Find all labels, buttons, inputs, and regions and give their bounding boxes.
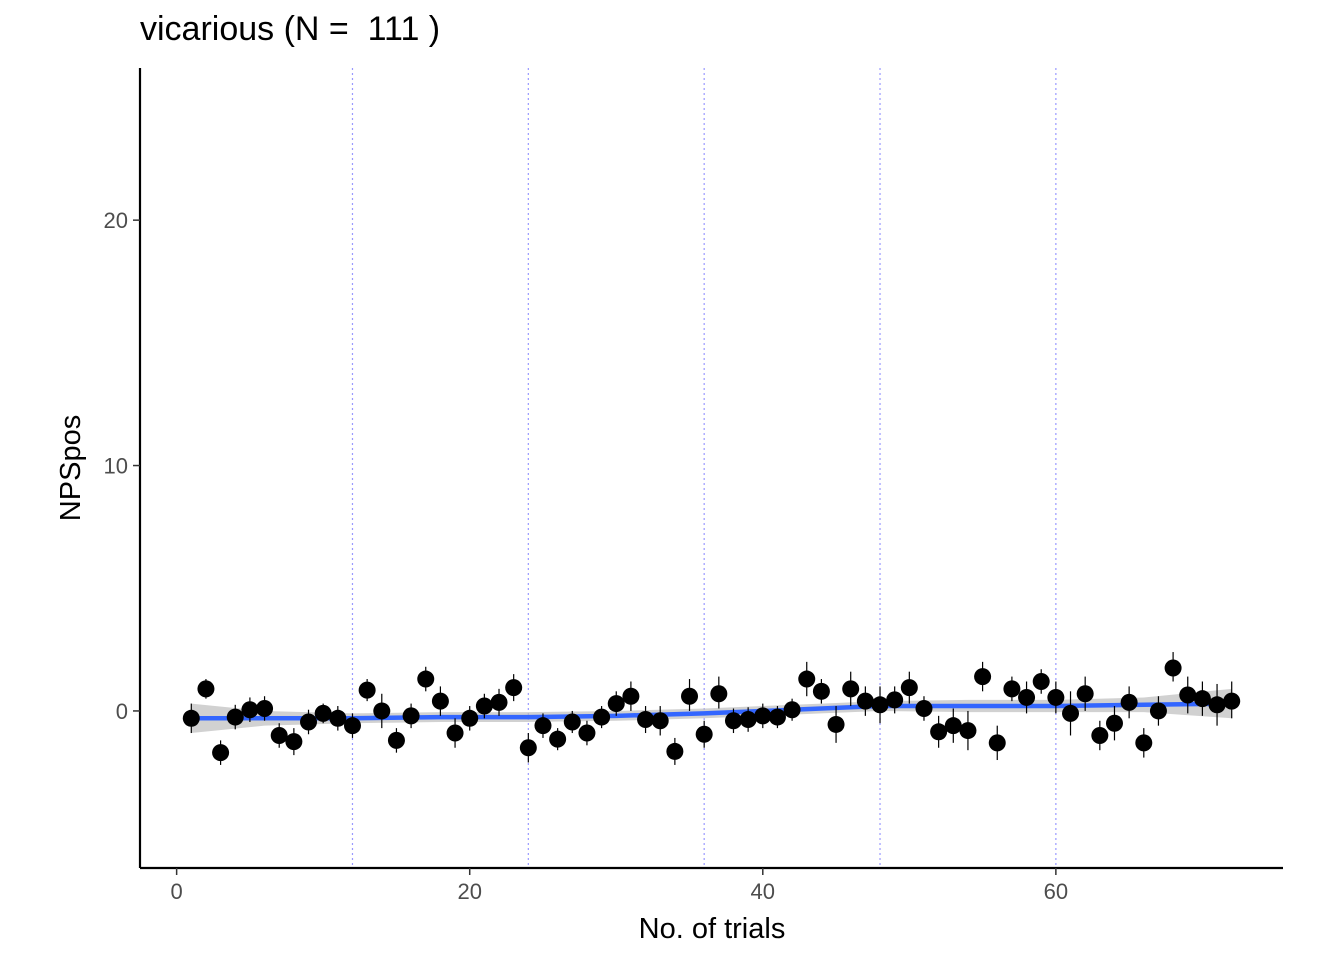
data-point [988,734,1006,752]
data-point [1047,688,1065,706]
data-point [768,708,786,726]
data-point [695,725,713,743]
data-point [710,685,728,703]
data-point [329,709,347,727]
data-point [431,692,449,710]
data-point [241,701,259,719]
data-point [417,670,435,688]
data-point [534,717,552,735]
data-point [314,704,332,722]
data-point [666,742,684,760]
data-point [343,717,361,735]
data-point [886,691,904,709]
data-point [681,687,699,705]
data-point [1091,726,1109,744]
y-tick-label: 0 [116,699,128,724]
data-point [842,680,860,698]
data-point [549,730,567,748]
data-point [1062,704,1080,722]
data-point [1179,686,1197,704]
x-tick-label: 20 [457,879,481,904]
data-point [783,701,801,719]
x-tick-label: 0 [171,879,183,904]
data-point [959,722,977,740]
data-point [900,679,918,697]
data-point [812,682,830,700]
data-point [827,715,845,733]
x-tick-label: 60 [1044,879,1068,904]
data-point [285,733,303,751]
point-layer [182,659,1241,762]
axes: 0 20 40 60 0 10 20 [104,68,1283,904]
data-point [1193,690,1211,708]
data-point [1105,714,1123,732]
data-point [461,709,479,727]
data-point [519,739,537,757]
data-point [358,681,376,699]
data-point [1135,734,1153,752]
data-point [490,693,508,711]
y-tick-label: 10 [104,454,128,479]
data-point [944,717,962,735]
x-tick-label: 40 [751,879,775,904]
data-point [856,692,874,710]
data-point [212,744,230,762]
data-point [637,711,655,729]
data-point [578,724,596,742]
data-point [871,696,889,714]
data-point [593,708,611,726]
data-point [915,699,933,717]
y-tick-label: 20 [104,208,128,233]
data-point [373,702,391,720]
data-point [622,687,640,705]
data-point [1003,680,1021,698]
data-point [182,709,200,727]
data-point [1120,693,1138,711]
trial-block-dividers [351,68,1057,868]
data-point [475,697,493,715]
x-axis-title: No. of trials [639,913,786,945]
data-point [446,724,464,742]
data-point [1223,692,1241,710]
y-axis-title: NPSpos [55,415,87,521]
data-point [607,695,625,713]
data-point [1018,688,1036,706]
data-point [197,680,215,698]
data-point [930,723,948,741]
data-point [739,711,757,729]
data-point [1164,659,1182,677]
data-point [651,712,669,730]
data-point [505,679,523,697]
data-point [1076,685,1094,703]
data-point [387,731,405,749]
data-point [270,726,288,744]
data-point [402,707,420,725]
data-point [724,712,742,730]
data-point [256,699,274,717]
chart-title: vicarious (N = 111 ) [140,10,441,48]
data-point [226,708,244,726]
data-point [300,713,318,731]
data-point [1149,702,1167,720]
data-point [563,713,581,731]
data-point [754,707,772,725]
data-point [974,668,992,686]
data-point [1032,672,1050,690]
data-point [1208,696,1226,714]
data-point [798,670,816,688]
